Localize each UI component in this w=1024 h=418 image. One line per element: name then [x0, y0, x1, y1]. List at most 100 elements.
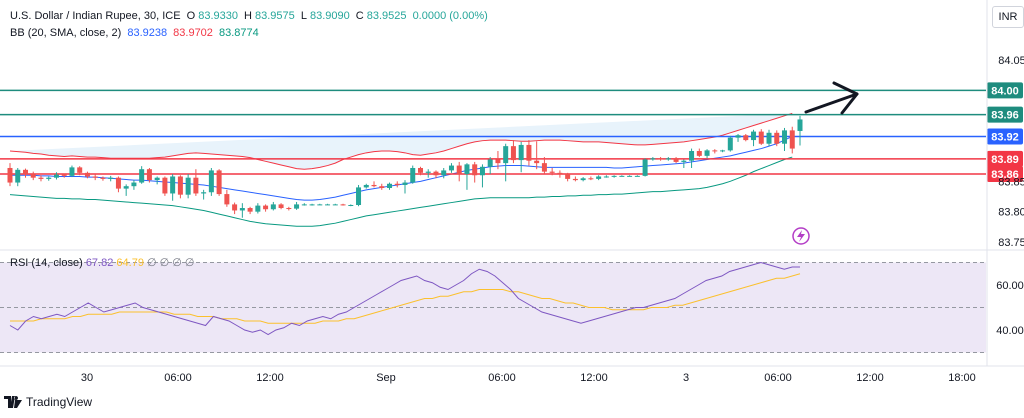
candle-body	[216, 170, 222, 195]
rsi-line	[9, 261, 800, 336]
change-value: 0.0000 (0.00%)	[412, 10, 488, 22]
lightning-icon-bolt	[797, 230, 805, 242]
level-label-0: 84.00	[991, 85, 1019, 97]
candle-body	[340, 204, 346, 206]
time-tick-label: 12:00	[580, 372, 608, 384]
candle-body	[588, 178, 594, 180]
candle-body	[782, 130, 788, 144]
candle-body	[696, 151, 702, 156]
rsi-ma-line	[10, 273, 801, 324]
candle-body	[425, 171, 431, 173]
candle-body	[7, 167, 13, 183]
price-tick-label: 84.05	[998, 55, 1024, 67]
candle-body	[379, 186, 385, 189]
price-tick-label: 83.80	[998, 207, 1024, 219]
candle-body	[232, 204, 238, 211]
candle-body	[255, 205, 261, 212]
level-tag-1	[987, 106, 1023, 123]
candle-body	[394, 183, 400, 185]
level-label-4: 83.86	[991, 169, 1019, 181]
candle-body	[371, 184, 377, 187]
candle-body	[84, 172, 90, 177]
candle-body	[115, 177, 121, 189]
bb-basis-value: 83.9238	[127, 27, 168, 39]
arrow-shaft	[804, 92, 859, 114]
candle-body	[69, 167, 75, 176]
candle-body	[681, 160, 687, 162]
candle-body	[123, 186, 129, 189]
currency-button[interactable]: INR	[992, 6, 1024, 28]
level-tag-4	[987, 166, 1023, 183]
time-tick-label: 12:00	[856, 372, 884, 384]
level-label-3: 83.89	[991, 154, 1019, 166]
candle-body	[518, 144, 524, 161]
time-tick-label: 06:00	[488, 372, 516, 384]
candle-body	[642, 159, 648, 176]
candle-body	[53, 174, 59, 178]
candle-body	[294, 204, 300, 209]
price-tick-label: 83.75	[998, 237, 1024, 249]
candle-body	[758, 131, 764, 144]
level-tag-3	[987, 150, 1023, 167]
candle-body	[596, 176, 602, 179]
candle-body	[487, 159, 493, 167]
open-label: O	[186, 10, 196, 22]
horizontal-levels: 84.00 83.96 83.92 83.89 83.86	[0, 82, 1023, 183]
candle-body	[201, 192, 207, 194]
candle-body	[15, 169, 21, 183]
bb-label: BB (20, SMA, close, 2)	[10, 27, 122, 39]
candle-body	[387, 183, 393, 189]
candle-body	[534, 160, 540, 164]
candle-body	[735, 135, 741, 138]
level-label-2: 83.92	[991, 131, 1019, 143]
candle-body	[712, 150, 718, 152]
tradingview-logo: TradingView	[4, 395, 92, 409]
close-label: C	[355, 10, 364, 22]
price-tick-label: 83.85	[998, 176, 1024, 188]
candle-body	[402, 182, 408, 185]
candle-body	[100, 177, 106, 179]
candle-body	[479, 166, 485, 176]
close-value: 83.9525	[366, 10, 407, 22]
candle-body	[208, 170, 214, 193]
rsi-tick-label: 60.00	[996, 280, 1024, 292]
rsi-pane: 60.00 40.00	[0, 261, 1024, 353]
low-label: L	[300, 10, 307, 22]
symbol-title: U.S. Dollar / Indian Rupee, 30, ICE	[10, 10, 181, 22]
rsi-tick-label: 40.00	[996, 325, 1024, 337]
candle-body	[309, 204, 315, 206]
trend-arrow	[792, 81, 859, 245]
rsi-placeholders: ∅ ∅ ∅ ∅	[147, 257, 195, 269]
symbol-legend: U.S. Dollar / Indian Rupee, 30, ICE O 83.…	[10, 9, 494, 23]
candle-body	[557, 172, 563, 175]
candle-body	[417, 167, 423, 173]
candle-body	[503, 146, 509, 164]
candle-body	[139, 169, 145, 183]
candle-body	[441, 170, 447, 176]
candle-body	[549, 171, 555, 173]
candle-body	[46, 177, 52, 179]
time-tick-label: 12:00	[256, 372, 284, 384]
lightning-icon-ring	[792, 227, 810, 245]
candle-body	[146, 169, 152, 181]
candle-body	[766, 132, 772, 144]
time-tick-label: 30	[81, 372, 93, 384]
arrow-head	[832, 81, 859, 115]
open-value: 83.9330	[198, 10, 238, 22]
candle-body	[611, 175, 617, 177]
candlesticks	[7, 115, 803, 218]
rsi-value: 67.82	[85, 257, 114, 269]
candle-body	[464, 164, 470, 175]
candle-body	[77, 167, 83, 173]
bollinger-bands	[9, 112, 793, 227]
rsi-ma-value: 64.79	[116, 257, 144, 269]
tradingview-logo-icon	[4, 396, 22, 408]
candle-body	[774, 132, 780, 144]
candle-body	[263, 205, 269, 210]
candle-body	[30, 174, 36, 178]
candle-body	[193, 177, 199, 194]
candle-body	[286, 208, 292, 210]
candle-body	[325, 204, 331, 206]
candle-body	[410, 167, 416, 183]
candle-body	[704, 150, 710, 156]
